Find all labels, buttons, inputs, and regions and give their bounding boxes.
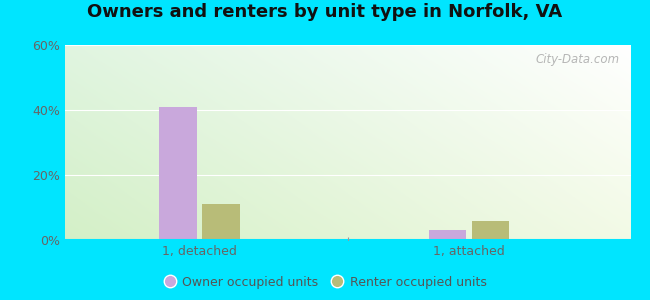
Text: Owners and renters by unit type in Norfolk, VA: Owners and renters by unit type in Norfo…: [88, 3, 562, 21]
Bar: [159, 107, 197, 240]
Legend: Owner occupied units, Renter occupied units: Owner occupied units, Renter occupied un…: [159, 271, 491, 294]
Text: City-Data.com: City-Data.com: [535, 53, 619, 66]
Bar: [428, 230, 466, 240]
Bar: [472, 220, 510, 240]
Bar: [202, 204, 240, 240]
